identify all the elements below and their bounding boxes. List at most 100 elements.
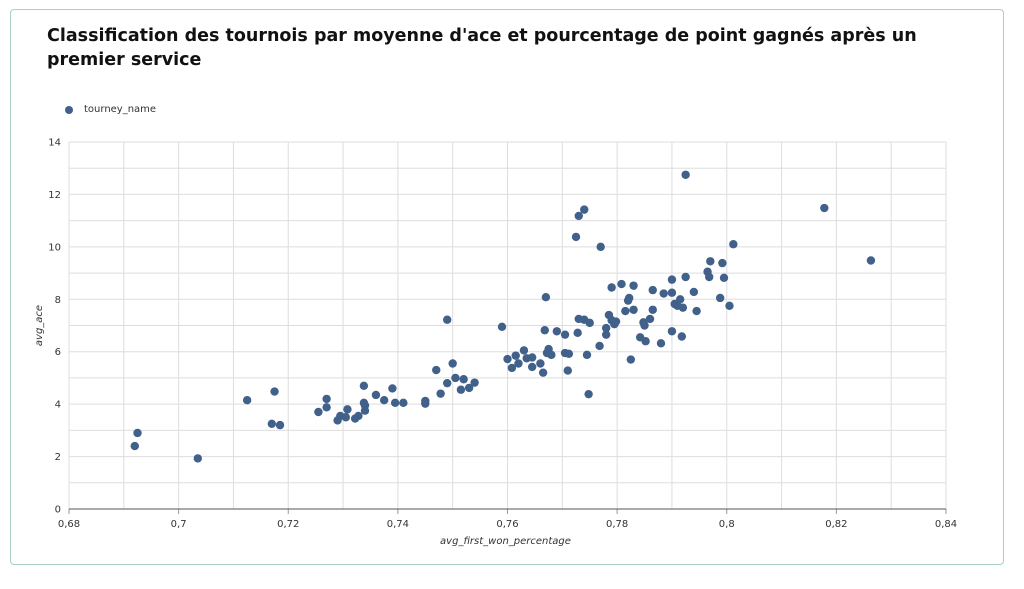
data-point bbox=[624, 293, 634, 303]
data-point bbox=[552, 327, 562, 336]
x-tick-label: 0,72 bbox=[277, 519, 299, 530]
data-point bbox=[359, 381, 369, 390]
chart-title: Classification des tournois par moyenne … bbox=[47, 26, 917, 70]
data-point bbox=[371, 390, 381, 400]
data-point bbox=[432, 365, 441, 375]
data-point bbox=[621, 306, 630, 316]
data-point bbox=[629, 281, 638, 290]
y-axis-ticks: 0 2 4 6 8 10 12 14 bbox=[48, 138, 61, 516]
data-point bbox=[564, 349, 574, 359]
legend[interactable]: tourney_name bbox=[65, 104, 156, 115]
data-point bbox=[692, 306, 701, 316]
y-tick-label: 8 bbox=[55, 295, 61, 306]
data-point bbox=[459, 375, 468, 384]
data-point bbox=[341, 413, 351, 422]
data-point bbox=[421, 396, 430, 406]
data-point bbox=[343, 405, 352, 414]
data-point bbox=[641, 337, 650, 346]
data-point bbox=[536, 359, 545, 368]
y-tick-label: 10 bbox=[48, 242, 61, 253]
data-point bbox=[448, 359, 457, 368]
data-point bbox=[667, 327, 677, 336]
data-point bbox=[133, 428, 142, 438]
data-point bbox=[527, 353, 537, 362]
data-point bbox=[656, 339, 666, 348]
data-point bbox=[611, 317, 621, 326]
data-point bbox=[193, 454, 203, 463]
data-point bbox=[596, 242, 605, 252]
data-point bbox=[560, 330, 570, 339]
data-point bbox=[511, 351, 520, 360]
x-tick-label: 0,7 bbox=[171, 519, 187, 530]
data-point bbox=[677, 332, 687, 341]
data-point bbox=[507, 363, 517, 373]
x-tick-label: 0,68 bbox=[58, 519, 80, 530]
y-tick-label: 2 bbox=[55, 452, 61, 463]
data-point bbox=[729, 240, 738, 249]
legend-marker bbox=[65, 105, 73, 114]
x-tick-label: 0,82 bbox=[825, 519, 847, 530]
data-point bbox=[388, 384, 397, 393]
data-point bbox=[399, 398, 408, 408]
y-tick-label: 12 bbox=[48, 190, 61, 201]
data-point bbox=[563, 366, 572, 375]
data-point bbox=[715, 293, 725, 303]
data-point bbox=[582, 350, 592, 360]
data-point bbox=[607, 283, 616, 292]
data-point bbox=[866, 256, 876, 265]
x-tick-label: 0,76 bbox=[496, 519, 518, 530]
data-point bbox=[242, 396, 252, 405]
data-point bbox=[538, 368, 548, 377]
data-point bbox=[573, 328, 582, 338]
data-point bbox=[470, 378, 479, 387]
data-point bbox=[519, 346, 529, 355]
data-point bbox=[443, 315, 452, 324]
data-point bbox=[678, 303, 688, 312]
data-point bbox=[629, 305, 638, 314]
y-tick-label: 14 bbox=[48, 138, 61, 149]
data-point bbox=[527, 362, 537, 372]
data-point bbox=[540, 326, 549, 335]
data-point bbox=[541, 292, 551, 302]
data-point bbox=[820, 203, 829, 213]
data-point bbox=[601, 323, 611, 333]
data-point bbox=[648, 305, 657, 314]
data-point bbox=[314, 407, 323, 417]
data-point bbox=[681, 272, 690, 282]
data-point bbox=[322, 403, 331, 412]
data-point bbox=[580, 205, 589, 214]
data-point bbox=[497, 322, 507, 332]
data-points bbox=[130, 170, 876, 463]
x-axis-ticks: 0,68 0,7 0,72 0,74 0,76 0,78 0,8 0,82 0,84 bbox=[58, 509, 957, 530]
data-point bbox=[322, 394, 331, 404]
data-point bbox=[659, 289, 668, 298]
data-point bbox=[645, 314, 655, 324]
x-tick-label: 0,74 bbox=[387, 519, 409, 530]
data-point bbox=[354, 411, 363, 421]
data-point bbox=[648, 285, 657, 295]
y-axis-label: avg_ace bbox=[34, 305, 45, 346]
data-point bbox=[547, 350, 556, 360]
data-point bbox=[640, 321, 649, 330]
data-point bbox=[571, 232, 581, 242]
data-point bbox=[514, 359, 523, 368]
data-point bbox=[379, 396, 389, 405]
data-point bbox=[436, 389, 445, 398]
x-tick-label: 0,78 bbox=[606, 519, 628, 530]
data-point bbox=[360, 401, 370, 410]
data-point bbox=[706, 257, 715, 266]
data-point bbox=[585, 318, 594, 328]
data-point bbox=[464, 383, 474, 393]
data-point bbox=[270, 387, 279, 396]
data-point bbox=[705, 272, 714, 282]
data-point bbox=[574, 211, 583, 221]
data-point bbox=[390, 398, 400, 408]
x-tick-label: 0,8 bbox=[719, 519, 735, 530]
data-point bbox=[443, 378, 452, 388]
data-point bbox=[675, 295, 685, 304]
data-point bbox=[130, 441, 139, 451]
x-tick-label: 0,84 bbox=[935, 519, 957, 530]
legend-label: tourney_name bbox=[84, 104, 157, 115]
data-point bbox=[456, 385, 466, 394]
data-point bbox=[667, 275, 677, 284]
